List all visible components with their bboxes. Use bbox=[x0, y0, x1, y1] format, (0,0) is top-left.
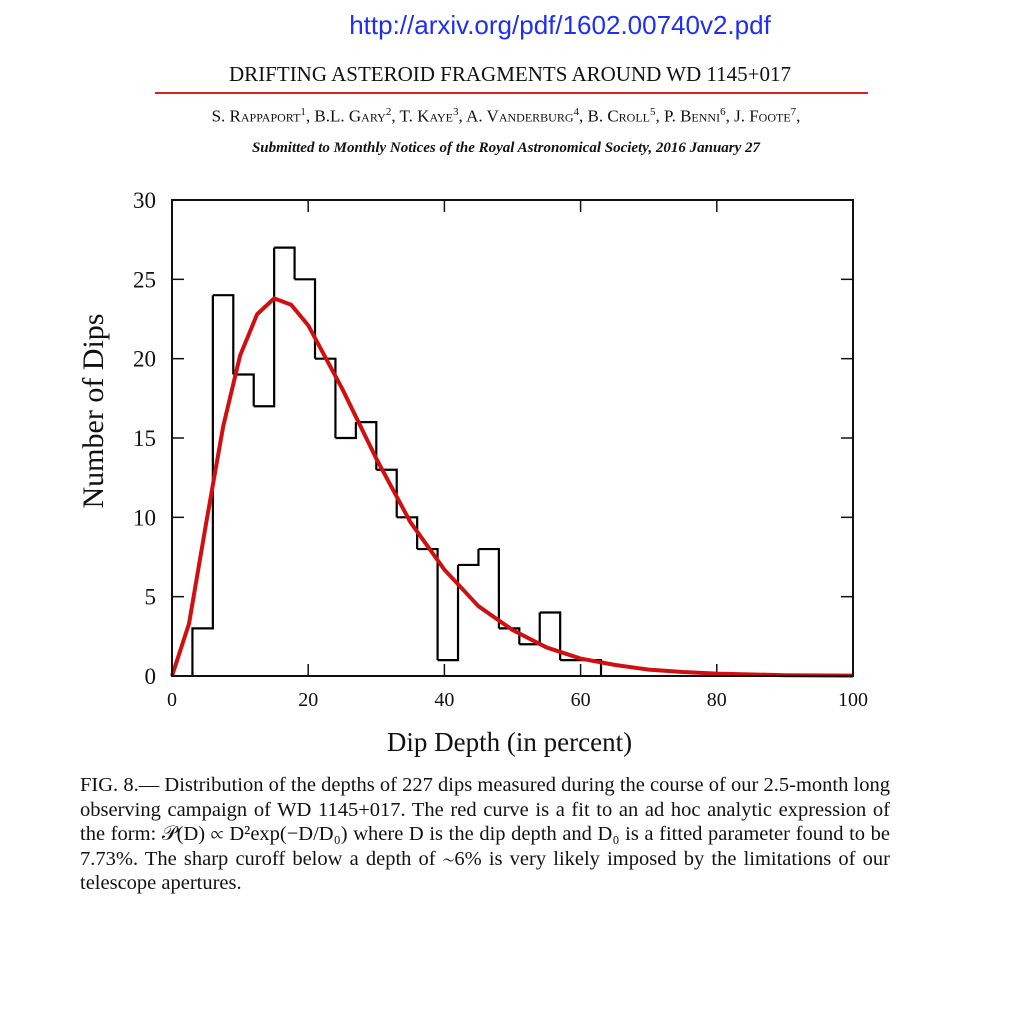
author-name: T. Kaye bbox=[399, 106, 454, 126]
author-name: B.L. Gary bbox=[314, 106, 386, 126]
author-list: S. Rappaport1, B.L. Gary2, T. Kaye3, A. … bbox=[211, 106, 801, 126]
histogram-bar bbox=[539, 611, 562, 661]
y-tick-label: 5 bbox=[145, 585, 157, 610]
paper-title: DRIFTING ASTEROID FRAGMENTS AROUND WD 11… bbox=[229, 62, 791, 86]
histogram-bar bbox=[253, 247, 276, 408]
x-tick-label: 60 bbox=[571, 689, 591, 711]
histogram-bar bbox=[458, 549, 480, 567]
histogram-bar bbox=[355, 421, 378, 470]
x-tick-label: 80 bbox=[707, 689, 727, 711]
pdf-link[interactable]: http://arxiv.org/pdf/1602.00740v2.pdf bbox=[349, 10, 771, 40]
histogram-bar bbox=[315, 357, 337, 438]
y-tick-label: 25 bbox=[133, 267, 156, 292]
x-tick-label: 40 bbox=[434, 689, 454, 711]
histogram-bar bbox=[212, 294, 235, 375]
fit-curve bbox=[170, 296, 854, 678]
chart: 0 5 10 15 20 25 30 0 20 40 60 80 100 Dip Depth (in pe… bbox=[77, 188, 868, 757]
histogram-bar bbox=[417, 547, 439, 661]
author-name: B. Croll bbox=[587, 106, 651, 126]
histogram-bar bbox=[294, 278, 317, 359]
x-tick-label: 100 bbox=[838, 689, 868, 711]
author-affiliation: 5 bbox=[650, 106, 656, 118]
author-name: A. Vanderburg bbox=[466, 106, 574, 126]
y-axis-label: Number of Dips bbox=[77, 314, 110, 509]
author-affiliation: 4 bbox=[573, 106, 580, 118]
histogram-bar bbox=[335, 422, 357, 440]
plot-frame bbox=[171, 199, 854, 677]
author-name: S. Rappaport bbox=[211, 106, 301, 126]
author-affiliation: 6 bbox=[720, 106, 726, 118]
histogram-bar bbox=[498, 627, 521, 645]
caption-label: FIG. 8. bbox=[80, 774, 139, 796]
caption-text: — Distribution of the depths of 227 dips… bbox=[80, 774, 890, 894]
figure-caption: FIG. 8.— Distribution of the depths of 2… bbox=[80, 773, 890, 896]
y-tick-label: 10 bbox=[133, 505, 156, 530]
author-affiliation: 3 bbox=[453, 106, 459, 118]
histogram-bar bbox=[233, 373, 255, 407]
x-axis-label: Dip Depth (in percent) bbox=[387, 727, 632, 757]
histogram-bar bbox=[396, 516, 419, 550]
author-affiliation: 7 bbox=[790, 106, 797, 118]
histogram-bar bbox=[274, 246, 296, 280]
author-affiliation: 1 bbox=[300, 106, 306, 118]
x-tick-label: 20 bbox=[298, 689, 318, 711]
x-tick-label: 0 bbox=[167, 689, 177, 711]
author-affiliation: 2 bbox=[385, 106, 392, 118]
histogram-bar bbox=[478, 547, 500, 629]
y-tick-label: 30 bbox=[133, 188, 156, 213]
author-name: J. Foote bbox=[734, 106, 791, 126]
title-underline bbox=[155, 92, 868, 94]
y-tick-label: 0 bbox=[145, 664, 157, 689]
histogram-bar bbox=[437, 564, 460, 662]
author-name: P. Benni bbox=[664, 106, 721, 126]
histogram-bar bbox=[191, 295, 214, 676]
submission-note: Submitted to Monthly Notices of the Roya… bbox=[251, 140, 761, 156]
y-tick-label: 20 bbox=[133, 347, 156, 372]
y-tick-label: 15 bbox=[133, 426, 156, 451]
